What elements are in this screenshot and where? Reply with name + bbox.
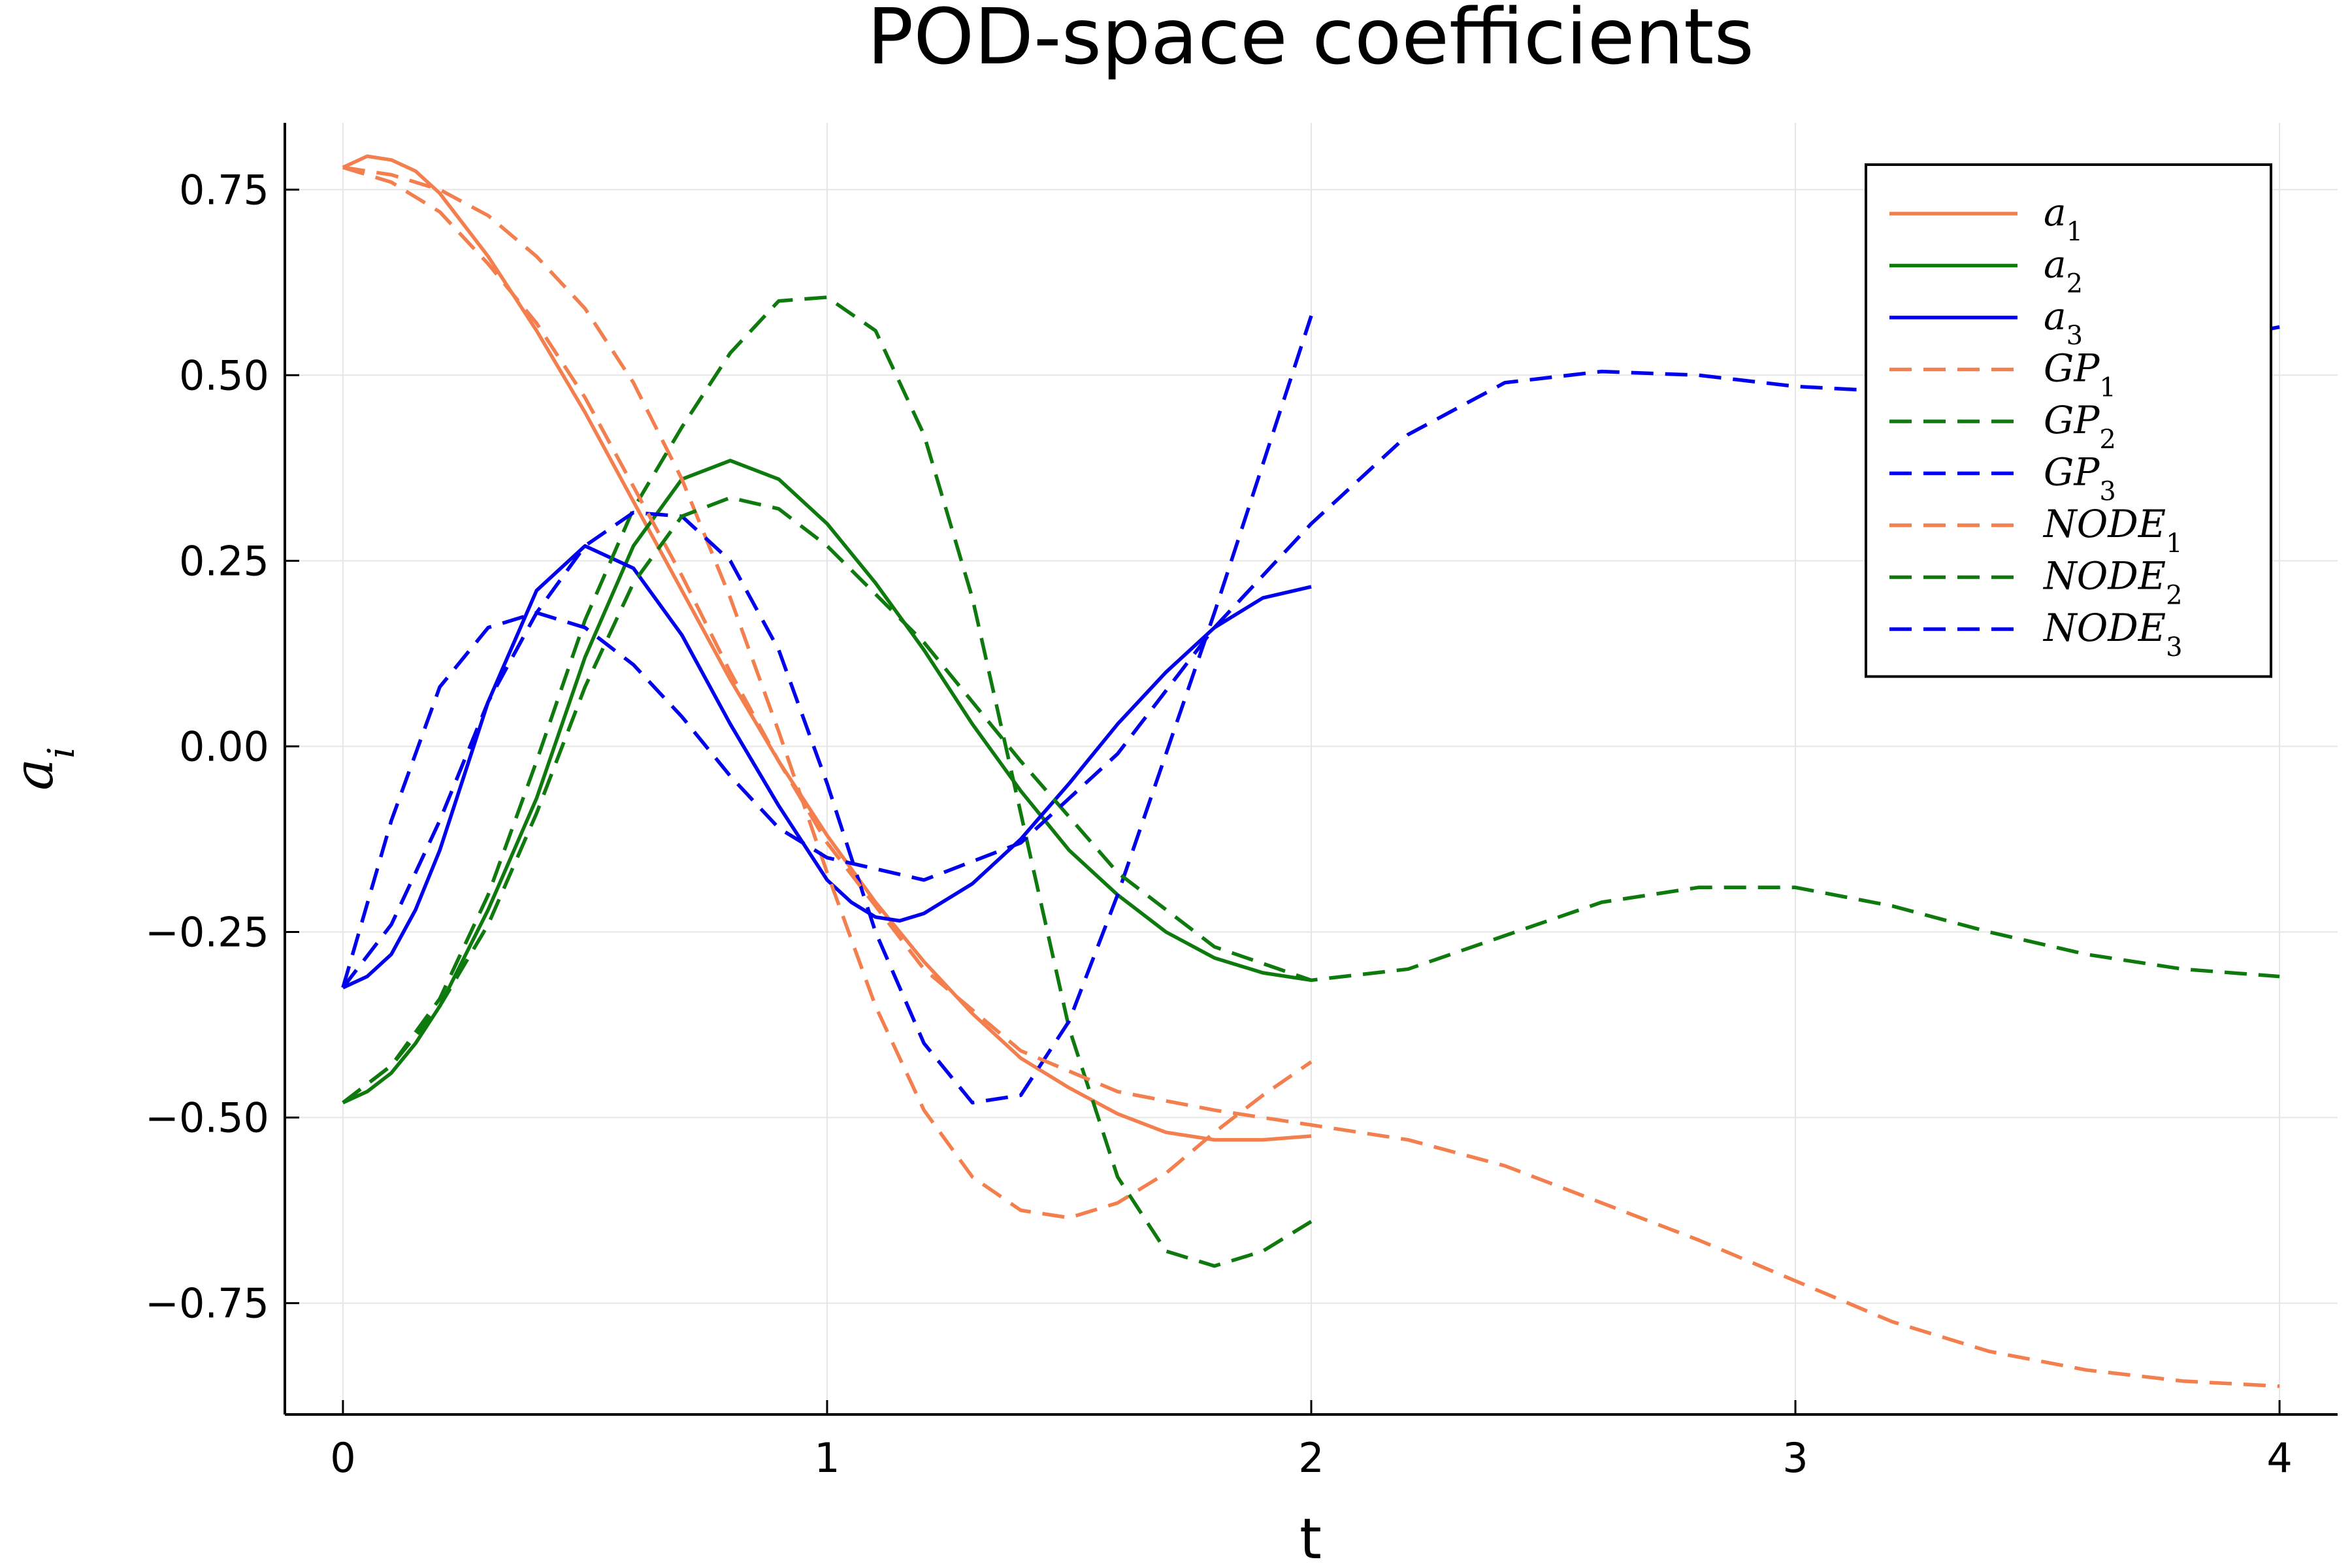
- legend-label: GP3: [2044, 450, 2116, 507]
- chart-title: POD-space coefficients: [867, 0, 1754, 82]
- legend-label: a2: [2044, 242, 2083, 299]
- series-line-gp-1: [342, 165, 1313, 1220]
- legend-label: NODE1: [2042, 502, 2183, 559]
- y-axis-label-text: ai: [3, 747, 83, 791]
- series-line-gp-2: [342, 295, 1313, 1268]
- series-line-node-2: [342, 496, 2280, 1104]
- axes: 0 1 2 3 4 −0.75 −0.50 −0.25 0.00 0.25 0.50 0.75: [145, 123, 2338, 1482]
- legend-label: NODE2: [2042, 554, 2183, 611]
- x-tick-label: 3: [1782, 1434, 1808, 1482]
- y-tick-label: −0.75: [145, 1280, 269, 1328]
- x-axis-label: t: [1299, 1507, 1322, 1568]
- x-tick-label: 1: [814, 1434, 840, 1482]
- legend-label: NODE3: [2042, 606, 2183, 662]
- y-axis-label: ai: [3, 747, 83, 791]
- series-line-a-3: [342, 544, 1312, 990]
- y-tick-label: 0.50: [179, 351, 269, 399]
- legend-label: a3: [2044, 294, 2083, 351]
- x-tick-label: 0: [330, 1434, 355, 1482]
- y-tick-label: 0.25: [179, 537, 269, 585]
- y-tick-label: −0.50: [145, 1094, 269, 1142]
- x-tick-label: 2: [1298, 1434, 1324, 1482]
- y-tick-label: 0.00: [179, 723, 269, 770]
- legend-label: GP2: [2044, 398, 2116, 455]
- legend-label: GP1: [2044, 346, 2116, 403]
- y-tick-label: −0.25: [145, 908, 269, 956]
- x-tick-label: 4: [2266, 1434, 2292, 1482]
- legend-label: a1: [2044, 190, 2083, 247]
- y-tick-label: 0.75: [179, 166, 269, 214]
- series-line-gp-3: [341, 315, 1313, 1105]
